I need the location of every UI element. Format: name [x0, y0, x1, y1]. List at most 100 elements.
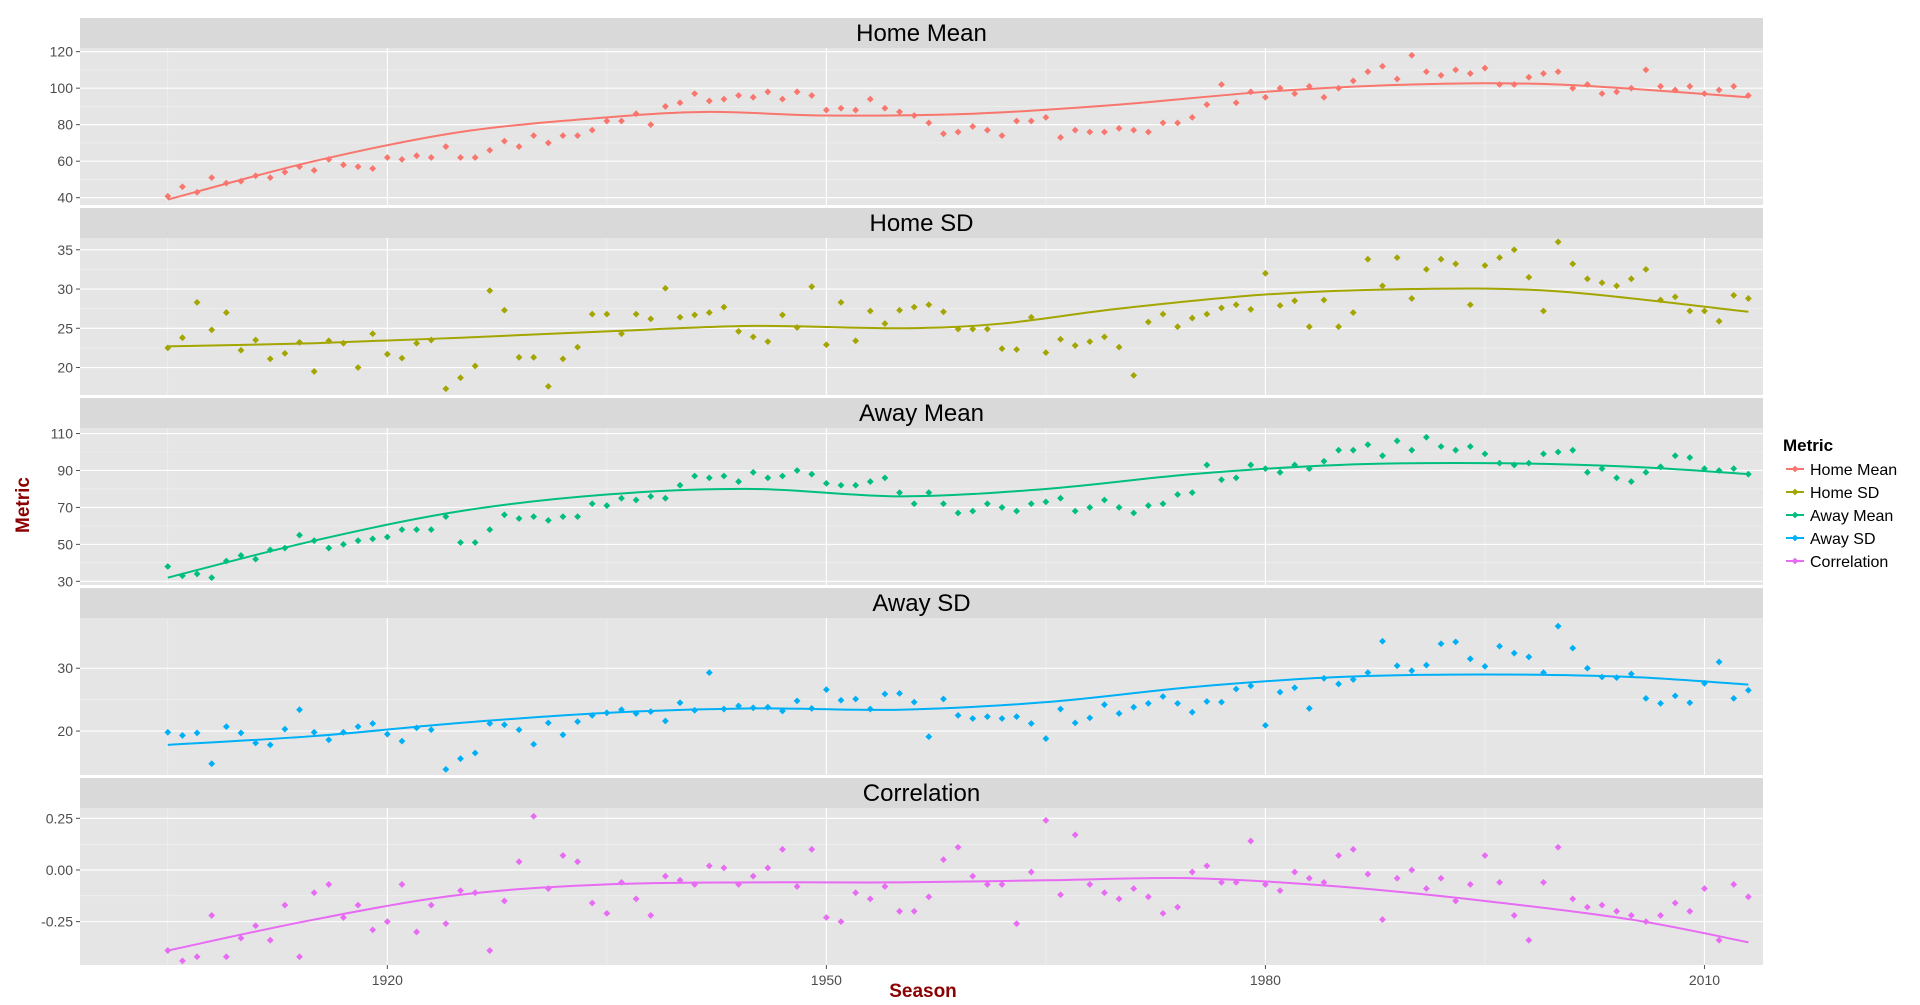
data-point	[325, 736, 333, 744]
data-point	[779, 707, 786, 715]
data-point	[252, 922, 260, 930]
data-point	[325, 544, 333, 552]
legend-label: Home Mean	[1810, 462, 1897, 479]
data-point	[1247, 682, 1255, 690]
data-point	[676, 876, 684, 884]
data-point	[1686, 907, 1694, 915]
data-point	[1613, 282, 1621, 290]
data-point	[222, 557, 230, 565]
data-point	[471, 749, 479, 757]
data-point	[1276, 302, 1284, 309]
data-point	[1247, 88, 1255, 96]
data-point	[442, 385, 450, 393]
data-point	[1232, 685, 1240, 693]
data-point	[1671, 692, 1679, 700]
data-point	[1291, 90, 1299, 98]
data-point	[1262, 881, 1269, 888]
data-point	[296, 706, 303, 714]
data-point	[881, 883, 889, 890]
data-point	[603, 117, 611, 125]
data-point	[1130, 126, 1138, 134]
data-point	[808, 283, 816, 291]
panel-background	[80, 808, 1763, 965]
data-point	[866, 95, 874, 103]
data-point	[1540, 669, 1547, 677]
data-point	[1583, 468, 1591, 476]
data-point	[1305, 323, 1313, 331]
data-point	[1203, 101, 1211, 108]
data-point	[1481, 262, 1489, 269]
data-point	[1027, 500, 1035, 508]
panel-background	[80, 428, 1763, 585]
data-point	[1671, 86, 1679, 94]
data-point	[1452, 260, 1460, 268]
data-point	[1188, 314, 1196, 322]
facet-0: Home Mean 40 60 80 100 120	[50, 18, 1763, 206]
data-point	[471, 154, 479, 161]
data-point	[998, 504, 1006, 511]
data-point	[1437, 71, 1445, 79]
data-point	[837, 918, 845, 926]
data-point	[954, 711, 962, 719]
data-point	[574, 858, 581, 866]
data-point	[501, 511, 508, 519]
data-point	[808, 92, 816, 99]
data-point	[237, 552, 245, 559]
data-point	[1437, 640, 1445, 648]
data-point	[1071, 342, 1079, 349]
data-point	[1627, 912, 1635, 919]
data-point	[676, 481, 684, 489]
data-point	[530, 353, 538, 361]
data-point	[1554, 448, 1562, 456]
data-point	[940, 695, 947, 703]
trend-line	[167, 876, 1749, 952]
data-point	[1101, 128, 1108, 136]
facet-strip	[80, 778, 1763, 808]
data-point	[1247, 837, 1255, 845]
data-point	[179, 957, 186, 965]
trend-line	[167, 82, 1749, 201]
trend-line	[167, 673, 1749, 746]
data-point	[369, 926, 377, 934]
data-point	[1203, 461, 1211, 469]
data-point	[1291, 684, 1299, 692]
data-point	[179, 334, 186, 342]
data-point	[1057, 705, 1064, 713]
data-point	[1364, 870, 1372, 878]
data-point	[1423, 433, 1430, 441]
data-point	[1188, 868, 1196, 876]
data-point	[632, 710, 640, 717]
data-point	[310, 889, 318, 897]
data-point	[398, 881, 406, 888]
data-point	[530, 513, 538, 521]
data-point	[296, 953, 303, 961]
data-point	[1174, 903, 1182, 911]
data-point	[1598, 673, 1606, 681]
data-point	[1262, 465, 1269, 473]
data-point	[559, 513, 567, 521]
data-point	[837, 104, 845, 112]
data-point	[486, 947, 494, 954]
y-tick-label: 0.00	[46, 862, 73, 878]
data-point	[588, 310, 596, 318]
data-point	[632, 110, 640, 118]
facet-panels: Home Mean 40 60 80 100 120 Home SD 20 25 30 35 Away…	[41, 18, 1763, 965]
data-point	[1057, 494, 1064, 502]
data-point	[1657, 296, 1664, 304]
data-point	[1335, 84, 1342, 92]
data-point	[1057, 134, 1064, 141]
data-point	[1218, 878, 1225, 886]
data-point	[735, 478, 742, 485]
data-point	[735, 702, 742, 710]
data-point	[588, 500, 596, 508]
data-point	[398, 526, 406, 533]
data-point	[1671, 899, 1679, 907]
data-point	[647, 708, 655, 715]
data-point	[1583, 81, 1591, 88]
data-point	[1525, 653, 1533, 661]
data-point	[413, 928, 420, 936]
data-point	[1276, 468, 1284, 476]
legend-label: Correlation	[1810, 554, 1888, 571]
data-point	[1510, 461, 1518, 469]
